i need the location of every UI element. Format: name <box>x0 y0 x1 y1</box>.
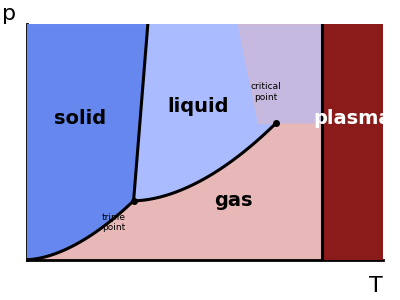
Polygon shape <box>27 24 148 260</box>
Polygon shape <box>27 123 322 260</box>
Text: gas: gas <box>214 191 252 210</box>
Text: p: p <box>2 4 16 24</box>
Text: liquid: liquid <box>167 97 228 116</box>
Polygon shape <box>134 24 322 201</box>
Text: triple
point: triple point <box>102 213 126 232</box>
Text: T: T <box>369 276 383 296</box>
Text: plasma: plasma <box>314 109 392 128</box>
Polygon shape <box>322 24 383 260</box>
Text: solid: solid <box>54 109 106 128</box>
Text: critical
point: critical point <box>250 82 281 102</box>
Polygon shape <box>238 24 322 123</box>
